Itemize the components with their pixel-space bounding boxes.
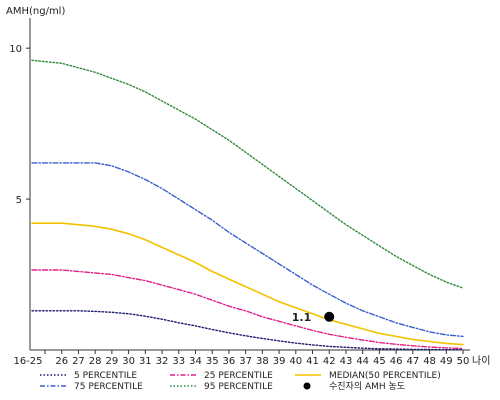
patient-point-label: 1.1 [292, 311, 312, 324]
x-tick-label: 42 [323, 356, 336, 367]
patient-point [324, 311, 335, 322]
x-tick-label: 31 [139, 356, 152, 367]
x-tick-label: 29 [106, 356, 119, 367]
x-tick-label: 36 [223, 356, 236, 367]
series-line-25-percentile [31, 269, 464, 350]
x-tick-label: 30 [122, 356, 135, 367]
series-line-5-percentile [31, 310, 464, 351]
x-tick-label: 35 [206, 356, 219, 367]
x-tick-label: 48 [423, 356, 436, 367]
y-tick-label: 5 [16, 195, 22, 206]
x-tick-label: 46 [390, 356, 403, 367]
x-tick-label: 40 [289, 356, 302, 367]
series-lines [31, 59, 464, 351]
x-tick-label: 28 [89, 356, 102, 367]
legend-label: 25 PERCENTILE [204, 371, 273, 381]
x-tick-label: 45 [373, 356, 386, 367]
x-tick-label: 38 [256, 356, 269, 367]
patient-point-group: 1.1 [292, 311, 335, 324]
series-line-median-50-percentile [31, 222, 464, 346]
legend-label: MEDIAN(50 PERCENTILE) [329, 371, 441, 381]
x-tick-label: 47 [406, 356, 419, 367]
x-tick-label: 39 [273, 356, 286, 367]
x-tick-label: 41 [306, 356, 319, 367]
axes [29, 18, 470, 351]
legend-label: 5 PERCENTILE [74, 371, 137, 381]
legend: 5 PERCENTILE 25 PERCENTILE MEDIAN(50 PERCE… [40, 371, 441, 392]
x-tick-label: 44 [356, 356, 369, 367]
y-tick-label: 10 [9, 44, 22, 55]
series-line-95-percentile [31, 59, 464, 289]
x-tick-label: 26 [55, 356, 68, 367]
x-tick-label: 50 [457, 356, 470, 367]
x-tick-label: 37 [239, 356, 252, 367]
x-tick-label: 16-25 [13, 356, 42, 367]
x-tick-label: 43 [340, 356, 353, 367]
x-tick-label: 34 [189, 356, 202, 367]
x-tick-label: 27 [72, 356, 85, 367]
x-ticks: 16-25 26 27 28 29 30 31 32 33 34 35 36 37 38 39 40 41 42 4… [13, 350, 469, 367]
legend-swatch [303, 382, 311, 390]
legend-label: 수진자의 AMH 농도 [329, 381, 405, 392]
series-line-75-percentile [31, 162, 464, 338]
x-tick-label: 49 [440, 356, 453, 367]
legend-label: 95 PERCENTILE [204, 382, 273, 392]
x-tick-label: 32 [156, 356, 169, 367]
y-axis-title: AMH(ng/ml) [6, 6, 65, 17]
x-tick-label: 33 [172, 356, 185, 367]
legend-label: 75 PERCENTILE [74, 382, 143, 392]
y-ticks: 5 10 [9, 44, 30, 206]
x-axis-title: 나이 [472, 355, 490, 367]
